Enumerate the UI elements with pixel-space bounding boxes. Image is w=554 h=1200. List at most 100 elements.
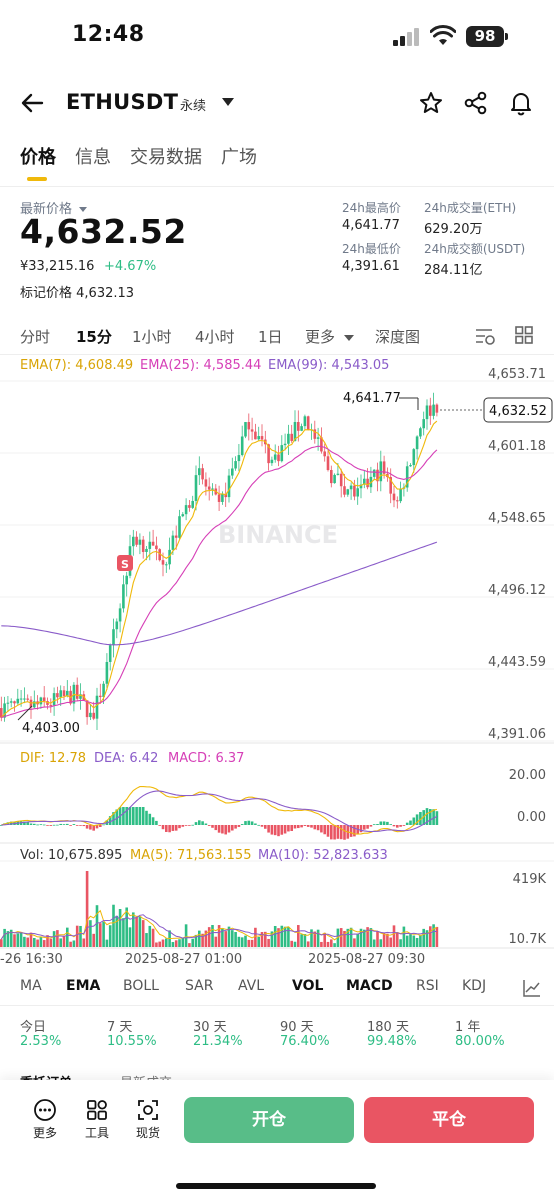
status-time: 12:48	[72, 22, 145, 47]
volume-bar	[52, 931, 56, 947]
macd-bar	[422, 810, 425, 825]
macd-bar	[396, 825, 399, 828]
tf-4h[interactable]: 4小时	[195, 328, 235, 346]
candle-body	[181, 514, 185, 517]
candle-body	[155, 545, 158, 550]
close-position-button[interactable]: 平仓	[364, 1097, 534, 1143]
volume-bar	[56, 930, 59, 947]
ind-kdj[interactable]: KDJ	[462, 978, 487, 994]
volume-bar	[300, 934, 303, 947]
ind-boll[interactable]: BOLL	[123, 978, 159, 994]
volume-bar	[382, 932, 386, 947]
tf-1h[interactable]: 1小时	[132, 328, 172, 346]
volume-bar	[221, 928, 224, 947]
macd-axis-label: 0.00	[517, 810, 546, 825]
tab-info[interactable]: 信息	[75, 147, 111, 168]
bell-icon[interactable]	[508, 90, 534, 116]
candle-body	[145, 548, 148, 552]
volume-bar	[141, 920, 145, 947]
candle-body	[376, 469, 379, 482]
low-marker-label: 4,403.00	[22, 721, 80, 736]
macd-bar	[425, 808, 429, 825]
macd-bar	[217, 825, 221, 833]
macd-bar	[191, 824, 194, 826]
candle-body	[435, 404, 439, 413]
price-axis-label: 4,548.65	[488, 511, 546, 526]
volume-bar	[267, 938, 270, 947]
candle-body	[422, 419, 425, 429]
open-position-button[interactable]: 开仓	[184, 1097, 354, 1143]
volume-bar	[376, 931, 379, 947]
candle-body	[201, 468, 204, 480]
macd-bar	[148, 813, 152, 825]
candle-body	[49, 704, 53, 706]
candle-body	[0, 708, 3, 718]
candle-body	[211, 488, 214, 490]
volume-bar	[79, 925, 82, 947]
tab-square[interactable]: 广场	[221, 147, 257, 168]
symbol-dropdown-icon[interactable]	[222, 98, 234, 106]
volume-bar	[16, 933, 20, 947]
macd-bar	[293, 825, 297, 829]
perf-period-value: 80.00%	[455, 1034, 505, 1049]
volume-bar	[247, 939, 251, 947]
volume-bar	[204, 930, 208, 947]
chart-tools-icon[interactable]	[522, 978, 542, 998]
macd-dea: DEA: 6.42	[94, 751, 159, 766]
candle-body	[273, 454, 277, 460]
vol-label: 24h成交量(ETH)	[424, 201, 517, 215]
more-button[interactable]: 更多	[25, 1098, 65, 1141]
ind-sar[interactable]: SAR	[185, 978, 214, 994]
candle-body	[247, 422, 251, 430]
indicator-settings-icon[interactable]	[474, 326, 496, 346]
candle-body	[66, 690, 69, 696]
volume-bar	[122, 918, 125, 947]
volume-bar	[184, 924, 188, 947]
last-price-label[interactable]: 最新价格	[20, 198, 88, 217]
candle-body	[148, 541, 152, 549]
volume-bar	[409, 934, 412, 947]
volume-bar	[105, 939, 109, 947]
kline-chart[interactable]: BINANCE 4,641.77 4,403.00 S 4,632.52	[0, 355, 554, 975]
ind-macd[interactable]: MACD	[346, 978, 393, 994]
macd-bar	[336, 825, 340, 839]
macd-bar	[231, 825, 234, 831]
candle-body	[303, 416, 307, 427]
tf-line[interactable]: 分时	[20, 328, 51, 346]
symbol-title[interactable]: ETHUSDT	[66, 90, 179, 114]
tf-more[interactable]: 更多	[305, 326, 354, 347]
macd-bar	[95, 825, 99, 829]
ind-vol[interactable]: VOL	[292, 978, 324, 994]
candle-body	[412, 449, 416, 466]
volume-bar	[260, 932, 264, 947]
volume-bar	[85, 871, 89, 947]
volume-bar	[415, 937, 419, 947]
spot-button[interactable]: 现货	[128, 1098, 168, 1141]
volume-bar	[369, 928, 373, 947]
tf-15m[interactable]: 15分	[76, 328, 112, 346]
ind-ema[interactable]: EMA	[66, 978, 101, 994]
perf-period-label: 180 天	[367, 1020, 409, 1035]
candle-body	[293, 422, 297, 441]
star-icon[interactable]	[418, 90, 444, 116]
macd-bar	[23, 821, 26, 825]
price-axis-label: 4,653.71	[488, 367, 546, 382]
candle-body	[277, 454, 280, 462]
grid-layout-icon[interactable]	[514, 325, 534, 345]
amount-value: 284.11亿	[424, 263, 483, 278]
candle-body	[415, 436, 419, 450]
volume-ma-line	[0, 914, 437, 940]
candle-body	[59, 690, 62, 698]
ind-avl[interactable]: AVL	[238, 978, 265, 994]
share-icon[interactable]	[463, 90, 489, 116]
ind-rsi[interactable]: RSI	[416, 978, 439, 994]
volume-bar	[148, 925, 152, 947]
back-arrow-icon[interactable]	[18, 88, 48, 118]
tf-1d[interactable]: 1日	[258, 328, 283, 346]
tab-price[interactable]: 价格	[20, 147, 56, 168]
tab-trading-data[interactable]: 交易数据	[130, 147, 202, 168]
tf-depth[interactable]: 深度图	[375, 328, 421, 346]
ind-ma[interactable]: MA	[20, 978, 42, 994]
macd-bar	[270, 825, 274, 835]
tools-button[interactable]: 工具	[77, 1098, 117, 1141]
